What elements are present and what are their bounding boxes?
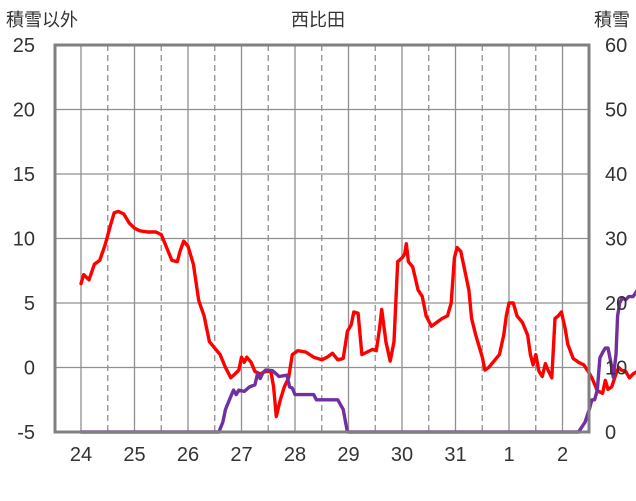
plot-frame: [53, 43, 591, 434]
x-tick-label: 30: [391, 444, 413, 466]
x-tick-label: 31: [444, 444, 466, 466]
plot-series: [79, 209, 636, 434]
right-tick-label: 10: [605, 358, 627, 380]
right-axis-label: 積雪: [594, 10, 630, 31]
left-tick-label: 25: [13, 35, 35, 57]
x-tick-label: 28: [284, 444, 306, 466]
snow-depth-line: [79, 289, 636, 434]
x-tick-label: 1: [503, 444, 514, 466]
right-tick-label: 30: [605, 229, 627, 251]
left-tick-label: -5: [17, 422, 35, 444]
x-tick-label: 26: [177, 444, 199, 466]
right-tick-label: 40: [605, 164, 627, 186]
chart-title: 西比田: [291, 10, 345, 31]
right-tick-label: 50: [605, 100, 627, 122]
right-tick-label: 20: [605, 293, 627, 315]
right-tick-label: 60: [605, 35, 627, 57]
x-tick-label: 24: [70, 444, 92, 466]
left-tick-label: 15: [13, 164, 35, 186]
left-tick-label: 0: [24, 358, 35, 380]
left-tick-label: 20: [13, 100, 35, 122]
left-tick-label: 10: [13, 229, 35, 251]
x-tick-label: 27: [230, 444, 252, 466]
left-axis-label: 積雪以外: [6, 10, 78, 31]
left-tick-label: 5: [24, 293, 35, 315]
x-tick-label: 25: [123, 444, 145, 466]
x-tick-label: 2: [557, 444, 568, 466]
temperature-line: [79, 209, 636, 419]
right-tick-label: 0: [605, 422, 616, 444]
x-tick-label: 29: [337, 444, 359, 466]
grid: [55, 45, 589, 432]
